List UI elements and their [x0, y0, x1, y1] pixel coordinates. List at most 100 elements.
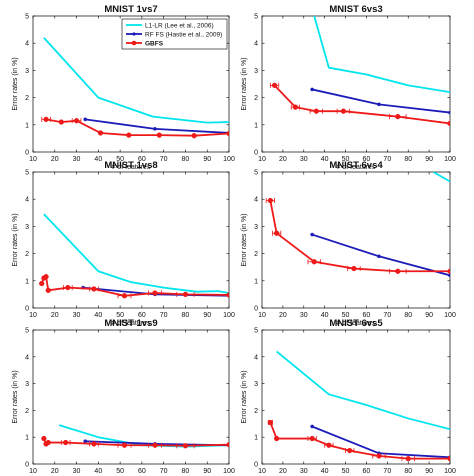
data-point — [326, 442, 332, 448]
y-tick-label: 1 — [25, 278, 29, 285]
x-tick-label: 20 — [51, 468, 59, 475]
chart-panel-3: MNIST 1vs8 10 20 30 40 50 60 70 80 90 100 0 1 2 3 4 5 # o… — [12, 160, 235, 327]
x-tick-label: 10 — [29, 156, 37, 163]
series-line — [43, 37, 229, 124]
data-point — [226, 130, 229, 137]
plot-area — [39, 213, 229, 299]
y-tick-label: 4 — [25, 197, 29, 204]
data-point — [156, 132, 162, 138]
axes-box — [261, 329, 451, 465]
x-axis-label: # of features — [337, 164, 376, 171]
x-tick-label: 50 — [116, 312, 124, 319]
x-tick-label: 60 — [138, 156, 146, 163]
y-axis-label: Error rates (in %) — [12, 213, 19, 266]
data-point — [152, 442, 158, 448]
data-point — [377, 254, 381, 259]
data-point — [340, 108, 347, 114]
series-3 — [267, 419, 450, 462]
series-3 — [265, 197, 450, 274]
y-tick-label: 3 — [25, 381, 29, 388]
data-point — [65, 284, 71, 291]
y-tick-label: 0 — [25, 306, 29, 313]
x-tick-label: 80 — [182, 468, 190, 475]
x-tick-label: 20 — [51, 312, 59, 319]
x-tick-label: 40 — [321, 156, 329, 163]
data-point — [226, 442, 229, 448]
y-tick-label: 3 — [254, 224, 258, 231]
x-tick-label: 80 — [182, 156, 190, 163]
y-tick-label: 2 — [254, 408, 258, 415]
data-point — [121, 442, 128, 448]
series-1 — [313, 16, 450, 94]
plot-area — [41, 37, 229, 139]
data-point — [83, 117, 88, 122]
y-tick-label: 5 — [25, 14, 29, 21]
x-tick-label: 50 — [116, 156, 124, 163]
series-3 — [41, 435, 229, 449]
data-point — [377, 102, 381, 107]
data-point — [376, 453, 382, 459]
x-tick-label: 100 — [223, 312, 235, 319]
data-point — [126, 132, 132, 138]
data-point — [63, 439, 69, 446]
legend-entry-3: GBFS — [126, 40, 164, 47]
chart-panel-1: MNIST 1vs7 10 20 30 40 50 60 70 80 90 100 0 1 2 3 4 5 # o… — [12, 4, 235, 171]
data-point — [97, 130, 104, 136]
x-tick-label: 10 — [258, 312, 266, 319]
legend-entry-1: L1-LR (Lee et al., 2006) — [126, 22, 214, 29]
data-point — [182, 291, 189, 298]
x-tick-label: 70 — [160, 156, 168, 163]
series-2 — [310, 87, 450, 115]
plot-area — [267, 350, 450, 462]
x-tick-label: 30 — [73, 156, 81, 163]
panel-title: MNIST 6vs5 — [329, 318, 383, 329]
data-point — [267, 197, 274, 204]
x-tick-label: 40 — [321, 312, 329, 319]
y-tick-label: 1 — [254, 435, 258, 442]
series-3 — [41, 116, 229, 139]
x-tick-label: 100 — [223, 156, 235, 163]
data-point — [310, 87, 314, 92]
y-axis-label: Error rates (in %) — [12, 57, 19, 110]
data-point — [311, 259, 317, 265]
data-point — [73, 118, 80, 124]
y-tick-label: 3 — [254, 381, 258, 388]
chart-panel-2: MNIST 6vs3 10 20 30 40 50 60 70 80 90 100 0 1 2 3 4 5 # o… — [241, 4, 456, 171]
panel-title: MNIST 1vs7 — [104, 4, 157, 15]
x-tick-label: 20 — [279, 156, 287, 163]
y-tick-label: 4 — [254, 41, 258, 48]
data-point — [226, 292, 229, 298]
y-axis-label: Error rates (in %) — [241, 213, 248, 266]
panel-title: MNIST 6vs3 — [329, 4, 382, 15]
x-tick-label: 90 — [425, 312, 433, 319]
x-tick-label: 90 — [203, 156, 211, 163]
x-tick-label: 30 — [73, 312, 81, 319]
y-tick-label: 0 — [254, 306, 258, 313]
x-tick-label: 10 — [258, 156, 266, 163]
axes-box — [32, 15, 230, 153]
x-tick-label: 10 — [29, 312, 37, 319]
legend-label: L1-LR (Lee et al., 2006) — [145, 22, 214, 29]
x-tick-label: 10 — [258, 468, 266, 475]
x-tick-label: 50 — [342, 312, 350, 319]
y-tick-label: 4 — [25, 354, 29, 361]
x-tick-label: 100 — [444, 312, 456, 319]
x-tick-label: 100 — [223, 468, 235, 475]
y-tick-label: 4 — [254, 354, 258, 361]
x-tick-label: 50 — [116, 468, 124, 475]
x-tick-label: 70 — [160, 312, 168, 319]
legend-marker — [132, 32, 136, 36]
y-tick-label: 0 — [254, 462, 258, 469]
axes-box — [261, 171, 451, 309]
x-tick-label: 50 — [342, 156, 350, 163]
data-point — [313, 108, 319, 114]
y-tick-label: 5 — [254, 14, 258, 21]
legend-entry-2: RF FS (Hastie et al., 2009) — [126, 31, 222, 38]
x-tick-label: 90 — [425, 156, 433, 163]
y-tick-label: 5 — [254, 170, 258, 177]
y-tick-label: 1 — [254, 122, 258, 129]
y-tick-label: 2 — [254, 95, 258, 102]
x-tick-label: 70 — [383, 312, 391, 319]
data-point — [447, 268, 450, 274]
y-tick-label: 2 — [254, 251, 258, 258]
